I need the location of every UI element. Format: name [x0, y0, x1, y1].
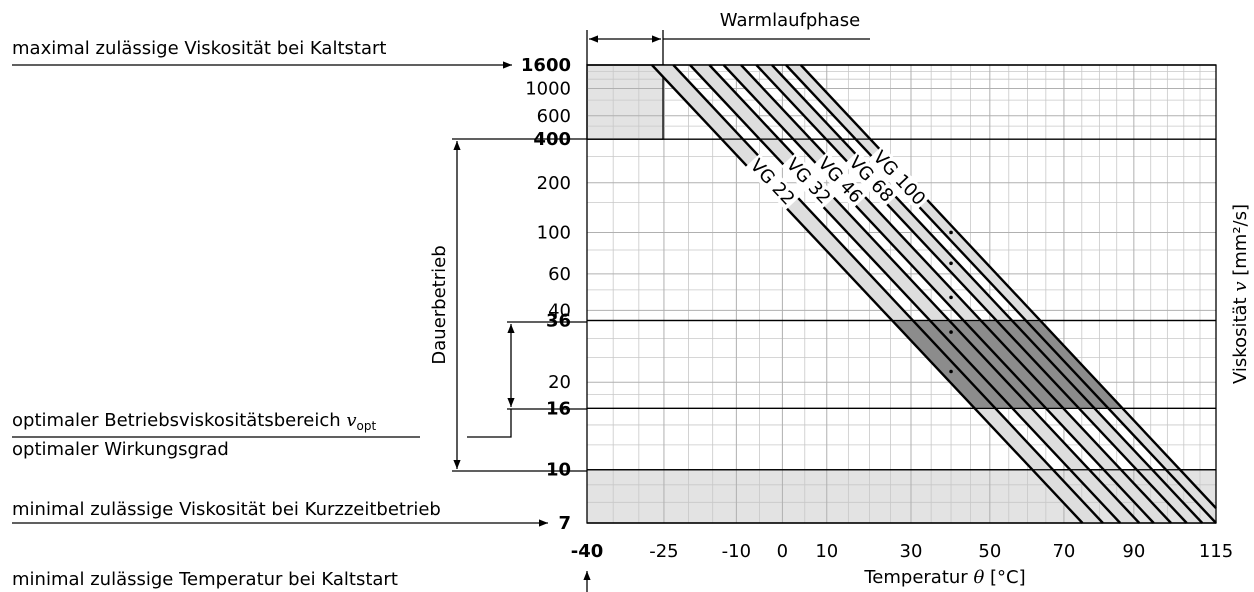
plot-border: [586, 64, 1217, 524]
annotation: optimaler Wirkungsgrad: [12, 439, 229, 460]
x-tick-label: -40: [571, 541, 604, 562]
viscosity-band: [756, 65, 1203, 523]
viscosity-band: [723, 65, 1171, 523]
x-tick-label: -25: [649, 541, 678, 562]
viscosity-line: [651, 64, 1084, 524]
series-label-bg: [868, 145, 931, 211]
viscosity-line: [771, 64, 1204, 524]
x-axis-symbol: θ: [973, 567, 984, 588]
cold-start-region: [586, 64, 665, 140]
y-tick-label: 1000: [525, 78, 571, 99]
annotation-symbol: v: [346, 410, 356, 431]
x-tick-label: 30: [900, 541, 923, 562]
nominal-point: [949, 261, 953, 266]
y-tick-label: 200: [537, 173, 571, 194]
y-tick-label: 16: [546, 398, 571, 419]
x-tick-label: -10: [722, 541, 751, 562]
annotation: Warmlaufphase: [720, 10, 860, 31]
viscosity-band: [651, 65, 1103, 523]
x-axis-label: Temperatur θ [°C]: [863, 567, 1025, 588]
y-axis-symbol: v: [1230, 281, 1251, 291]
series-label-bg: [781, 152, 837, 210]
x-tick-label: 90: [1122, 541, 1145, 562]
y-axis-label-text: Viskosität: [1230, 297, 1251, 384]
y-tick-label: 20: [548, 372, 571, 393]
viscosity-line: [785, 64, 1217, 524]
viscosity-band: [690, 65, 1140, 523]
y-tick-label: 40: [548, 300, 571, 321]
viscosity-line: [689, 64, 1122, 524]
viscosity-line: [722, 64, 1155, 524]
viscosity-line: [740, 64, 1172, 524]
annotation: minimal zulässige Viskosität bei Kurzzei…: [12, 499, 441, 520]
nominal-point: [949, 369, 953, 374]
y-tick-label: 1600: [521, 55, 571, 76]
x-tick-label: 0: [777, 541, 788, 562]
x-tick-label: 70: [1052, 541, 1075, 562]
annotation: Dauerbetrieb: [429, 245, 450, 364]
bracket: [467, 409, 512, 438]
series-label-bg: [745, 153, 800, 211]
annotation: maximal zulässige Viskosität bei Kaltsta…: [12, 38, 386, 59]
y-tick-label: 10: [546, 460, 571, 481]
y-tick-label: 36: [546, 310, 571, 331]
x-axis-label-text: Temperatur: [863, 567, 968, 588]
series-label-bg: [843, 150, 899, 208]
annotation-text: optimaler Betriebsviskositätsbereich: [12, 410, 341, 431]
x-tick-label: 115: [1199, 541, 1233, 562]
nominal-point: [949, 230, 953, 235]
y-axis-unit: [mm²/s]: [1230, 204, 1251, 276]
x-axis-unit: [°C]: [990, 567, 1026, 588]
nominal-point: [949, 295, 953, 300]
viscosity-line: [755, 64, 1188, 524]
y-tick-label: 7: [558, 513, 571, 534]
series-label-bg: [812, 151, 868, 209]
y-tick-label: 400: [533, 129, 571, 150]
annotation-subscript: opt: [357, 419, 377, 433]
viscosity-line: [672, 64, 1104, 524]
x-tick-label: 50: [978, 541, 1001, 562]
y-tick-label: 100: [537, 222, 571, 243]
annotation: optimaler Betriebsviskositätsbereich vop…: [12, 410, 377, 433]
y-tick-label: 60: [548, 264, 571, 285]
y-tick-label: 600: [537, 106, 571, 127]
nominal-point: [949, 330, 953, 334]
x-tick-label: 10: [815, 541, 838, 562]
y-axis-label: Viskosität v [mm²/s]: [1230, 204, 1251, 384]
annotation: minimal zulässige Temperatur bei Kaltsta…: [12, 569, 398, 590]
viscosity-line: [708, 64, 1141, 524]
